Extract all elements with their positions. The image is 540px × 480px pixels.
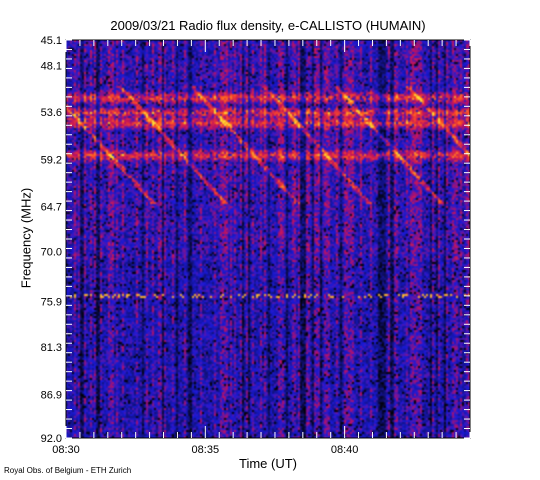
- x-tick-label: 08:30: [52, 444, 80, 456]
- chart-title: 2009/03/21 Radio flux density, e-CALLIST…: [110, 18, 426, 33]
- spectrogram-heatmap: [66, 40, 470, 438]
- y-tick-label: 81.3: [41, 342, 62, 354]
- y-tick-label: 64.7: [41, 201, 62, 213]
- x-tick-label: 08:35: [192, 444, 220, 456]
- spectrogram-image: [66, 40, 470, 438]
- y-tick-label: 48.1: [41, 60, 62, 72]
- y-tick-label: 75.9: [41, 296, 62, 308]
- y-tick-label: 86.9: [41, 390, 62, 402]
- y-tick-label: 70.0: [41, 246, 62, 258]
- y-tick-label: 92.0: [41, 433, 62, 445]
- y-tick-label: 59.2: [41, 155, 62, 167]
- x-tick-label: 08:40: [331, 444, 359, 456]
- y-tick-label: 45.1: [41, 35, 62, 47]
- x-axis-label: Time (UT): [238, 456, 297, 471]
- y-tick-label: 53.6: [41, 107, 62, 119]
- credit-text: Royal Obs. of Belgium - ETH Zurich: [4, 466, 132, 475]
- axis-ticks: 45.1 48.1 53.6 59.2 64.7 70.0 75.9 81.3 86.9 92.0…: [41, 35, 471, 456]
